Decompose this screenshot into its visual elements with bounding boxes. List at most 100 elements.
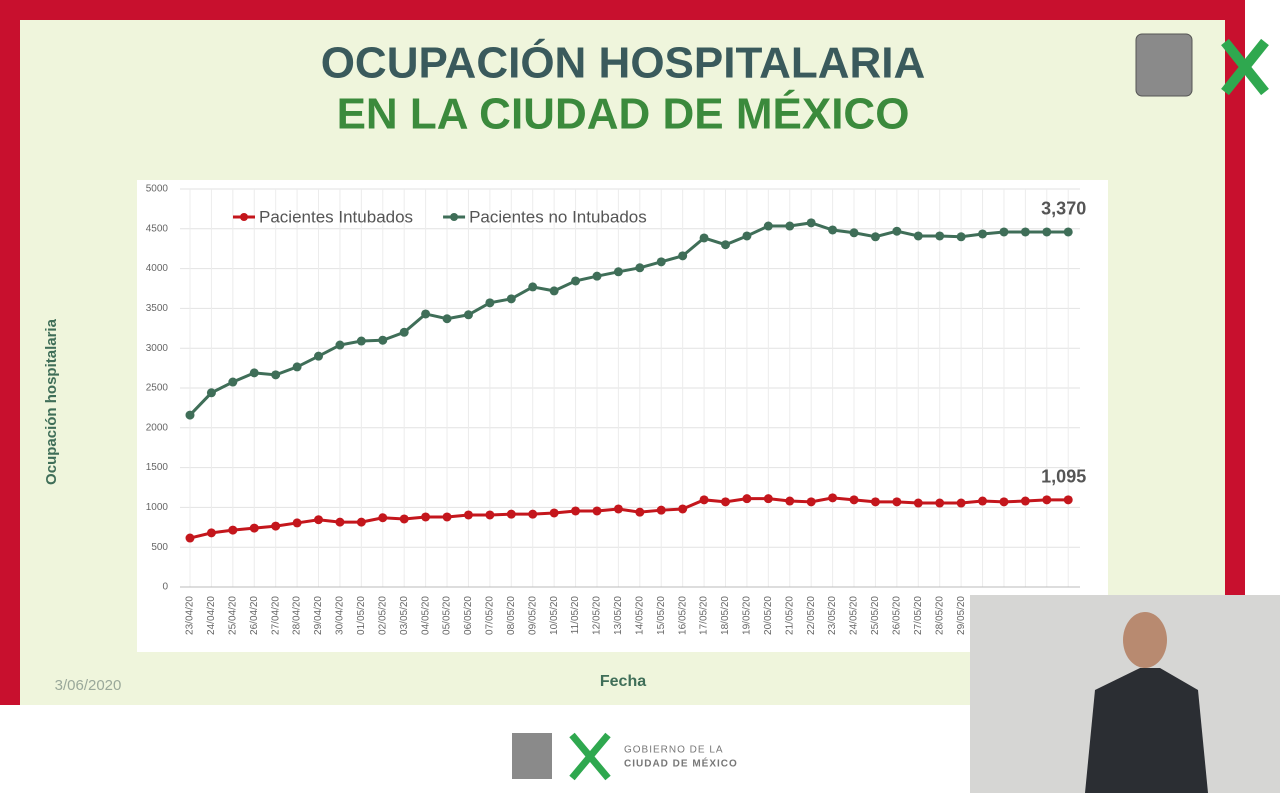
point [378, 513, 388, 523]
point [870, 497, 880, 507]
footer-mark [569, 732, 611, 781]
point [271, 521, 281, 531]
point [421, 512, 431, 522]
point [721, 240, 730, 250]
x-tick-label: 03/05/20 [399, 596, 410, 635]
x-tick-label: 23/04/20 [185, 596, 196, 635]
point [763, 494, 773, 504]
interpreter-body [1085, 668, 1208, 793]
y-tick-label: 1000 [146, 502, 169, 513]
interpreter-head [1123, 612, 1167, 668]
point [399, 327, 409, 337]
y-tick-label: 2000 [146, 422, 169, 433]
x-tick-label: 11/05/20 [570, 596, 581, 635]
point [421, 309, 431, 319]
x-tick-label: 02/05/20 [377, 596, 388, 635]
point [656, 505, 666, 515]
x-tick-label: 24/04/20 [206, 596, 217, 635]
point [463, 310, 473, 320]
x-tick-label: 14/05/20 [634, 596, 645, 635]
x-tick-label: 21/05/20 [784, 596, 795, 635]
x-tick-label: 07/05/20 [485, 596, 496, 635]
point [870, 232, 880, 242]
footer-text: GOBIERNO DE LA [624, 745, 724, 756]
point [956, 232, 966, 242]
point [314, 351, 324, 361]
x-tick-label: 25/04/20 [227, 596, 238, 635]
point [185, 533, 195, 543]
margin [1245, 0, 1280, 600]
point [935, 498, 945, 508]
x-tick-label: 27/04/20 [270, 596, 281, 635]
point [549, 286, 559, 296]
x-tick-label: 16/05/20 [677, 596, 688, 635]
x-tick-label: 28/04/20 [292, 596, 303, 635]
x-tick-label: 05/05/20 [442, 596, 453, 635]
point [763, 221, 773, 231]
point [785, 221, 795, 231]
point [892, 226, 902, 236]
x-tick-label: 29/05/20 [956, 596, 967, 635]
x-tick-label: 28/05/20 [934, 596, 945, 635]
point [249, 368, 259, 378]
point [699, 233, 709, 243]
x-tick-label: 06/05/20 [463, 596, 474, 635]
point [378, 335, 388, 345]
point [356, 336, 366, 346]
x-tick-label: 04/05/20 [420, 596, 431, 635]
x-tick-label: 01/05/20 [356, 596, 367, 635]
x-tick-label: 27/05/20 [913, 596, 924, 635]
point [292, 518, 302, 528]
x-tick-label: 20/05/20 [763, 596, 774, 635]
legend-label: Pacientes Intubados [259, 207, 413, 226]
point [335, 517, 345, 527]
point [271, 370, 281, 380]
title: OCUPACIÓN HOSPITALARIA [321, 38, 926, 88]
x-tick-label: 30/04/20 [335, 596, 346, 635]
legend-label: Pacientes no Intubados [469, 207, 647, 226]
x-tick-label: 22/05/20 [806, 596, 817, 635]
point [849, 228, 859, 238]
point [356, 517, 366, 527]
point [678, 504, 688, 514]
x-tick-label: 24/05/20 [849, 596, 860, 635]
point [1042, 227, 1052, 237]
x-tick-label: 15/05/20 [656, 596, 667, 635]
point [828, 493, 838, 503]
x-tick-label: 08/05/20 [506, 596, 517, 635]
point [592, 506, 602, 516]
point [721, 497, 730, 507]
point [999, 497, 1009, 507]
y-tick-label: 2500 [146, 383, 169, 394]
point [656, 257, 666, 267]
x-tick-label: 10/05/20 [549, 596, 560, 635]
point [635, 263, 645, 273]
point [442, 314, 452, 324]
x-tick-label: 26/04/20 [249, 596, 260, 635]
x-tick-label: 09/05/20 [527, 596, 538, 635]
footer-text: CIUDAD DE MÉXICO [624, 757, 738, 770]
subtitle: EN LA CIUDAD DE MÉXICO [337, 89, 910, 139]
point [506, 509, 516, 519]
x-tick-label: 19/05/20 [742, 596, 753, 635]
point [399, 514, 409, 524]
point [785, 496, 795, 506]
point [485, 510, 495, 520]
x-tick-label: 17/05/20 [699, 596, 710, 635]
chart-panel [137, 180, 1108, 652]
point [249, 523, 259, 533]
legend-swatch-dot [450, 213, 459, 221]
point [806, 497, 816, 507]
y-tick-label: 500 [151, 542, 168, 553]
x-tick-label: 23/05/20 [827, 596, 838, 635]
point [506, 294, 516, 304]
y-tick-label: 5000 [146, 184, 169, 195]
plot: 0 500 1000 1500 2000 2500 3000 3500 4000 4500 5000… [146, 184, 1086, 635]
point [913, 498, 923, 508]
point [442, 512, 452, 522]
point [528, 509, 538, 519]
point [828, 225, 838, 235]
x-tick-label: 25/05/20 [870, 596, 881, 635]
